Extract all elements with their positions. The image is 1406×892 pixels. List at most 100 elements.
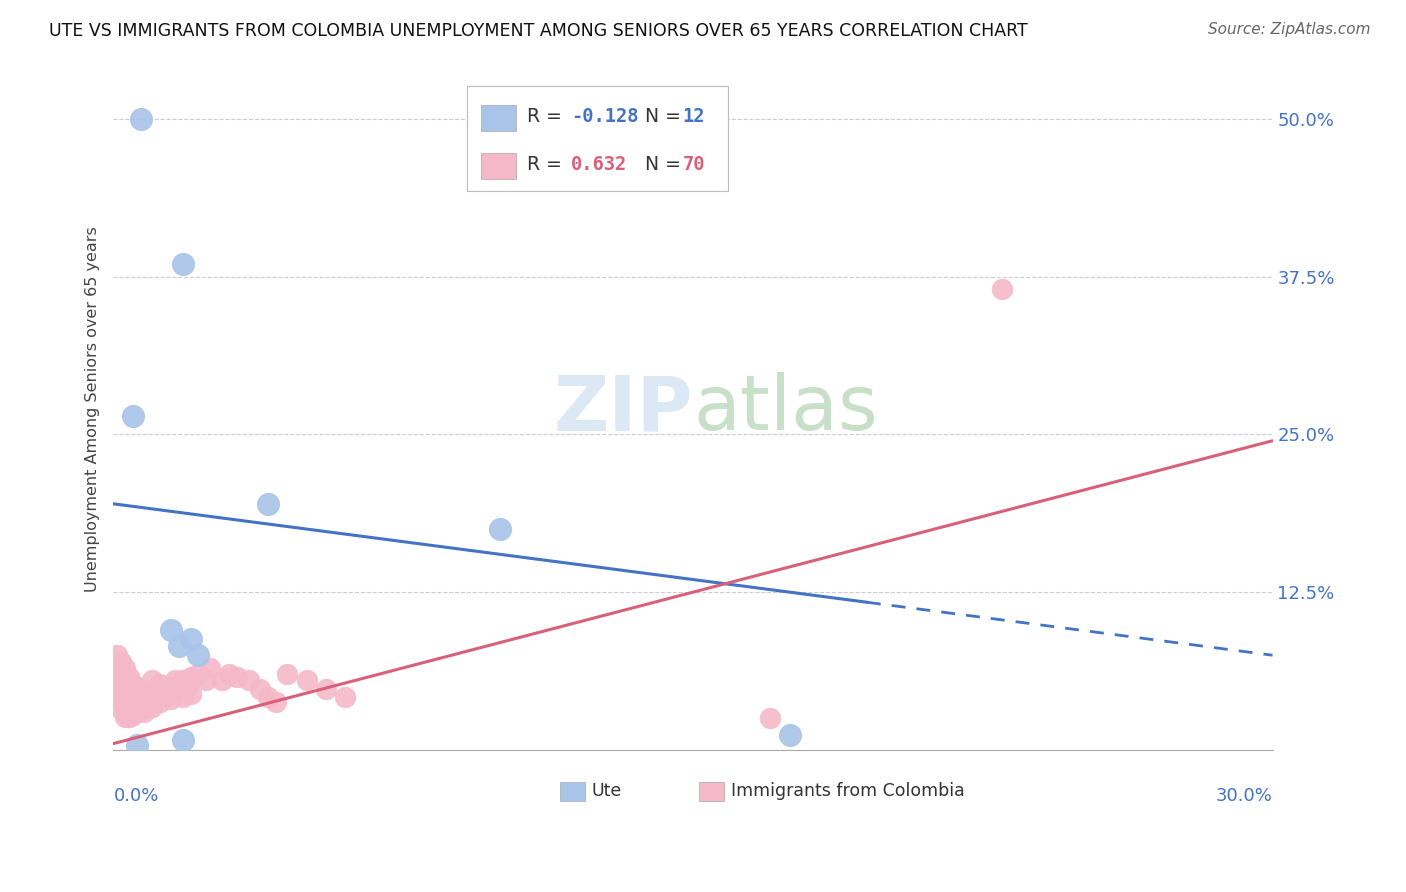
Y-axis label: Unemployment Among Seniors over 65 years: Unemployment Among Seniors over 65 years [86,227,100,592]
Text: 0.0%: 0.0% [114,788,159,805]
Point [249,682,271,697]
Point [195,673,218,688]
Point [315,682,337,697]
Text: 12: 12 [682,107,704,127]
Point [180,632,202,646]
Text: 70: 70 [682,155,704,174]
Point [121,677,143,691]
Point [198,661,221,675]
Point [172,690,194,704]
Point [172,732,194,747]
Point [149,695,172,709]
Text: N =: N = [633,155,686,174]
Point [335,690,357,704]
Point [129,682,152,697]
Point [238,673,260,688]
Point [141,673,163,688]
Text: R =: R = [527,107,568,127]
Point [136,687,159,701]
Point [160,623,183,637]
Bar [699,782,724,801]
Point [105,648,128,663]
Point [114,710,136,724]
Point [121,409,143,423]
Point [121,687,143,701]
Point [110,692,132,706]
Point [257,690,280,704]
Point [110,702,132,716]
Point [110,665,132,679]
Point [129,112,152,126]
Point [118,680,141,694]
Text: atlas: atlas [693,372,877,446]
Point [105,673,128,688]
Point [226,670,249,684]
Point [160,680,183,694]
Point [134,695,156,709]
Point [141,700,163,714]
Text: -0.128: -0.128 [571,107,638,127]
Point [121,707,143,722]
Text: ZIP: ZIP [554,372,693,446]
Point [114,690,136,704]
Point [114,661,136,675]
Point [141,690,163,704]
Point [295,673,318,688]
Point [114,680,136,694]
Point [125,690,148,704]
Point [110,672,132,686]
Bar [560,782,585,801]
Text: UTE VS IMMIGRANTS FROM COLOMBIA UNEMPLOYMENT AMONG SENIORS OVER 65 YEARS CORRELA: UTE VS IMMIGRANTS FROM COLOMBIA UNEMPLOY… [49,22,1028,40]
Point [211,673,233,688]
Point [134,705,156,719]
Point [125,680,148,694]
Bar [481,153,516,179]
Point [176,680,198,694]
Point [180,687,202,701]
Point [257,497,280,511]
Point [759,711,782,725]
Point [489,522,512,536]
Text: Ute: Ute [591,781,621,800]
Point [105,690,128,704]
Point [118,690,141,704]
Point [165,673,187,688]
Point [136,698,159,712]
Point [149,677,172,691]
Point [779,728,801,742]
Text: N =: N = [633,107,686,127]
Point [167,640,190,654]
Point [134,685,156,699]
Point [218,667,240,681]
Point [160,692,183,706]
Point [105,682,128,697]
Point [180,670,202,684]
Point [129,692,152,706]
Text: 0.632: 0.632 [571,155,627,174]
Point [152,682,174,697]
Point [276,667,298,681]
FancyBboxPatch shape [467,86,728,191]
Point [167,682,190,697]
Text: 30.0%: 30.0% [1216,788,1272,805]
Text: R =: R = [527,155,568,174]
Point [118,670,141,684]
Text: Source: ZipAtlas.com: Source: ZipAtlas.com [1208,22,1371,37]
Point [264,695,287,709]
Point [125,738,148,752]
Point [110,682,132,697]
Point [125,700,148,714]
Bar [481,105,516,131]
Point [118,710,141,724]
Point [121,698,143,712]
Text: Immigrants from Colombia: Immigrants from Colombia [731,781,965,800]
Point [187,648,209,663]
Point [118,700,141,714]
Point [105,657,128,671]
Point [114,700,136,714]
Point [114,670,136,684]
Point [172,257,194,271]
Point [156,687,179,701]
Point [105,665,128,679]
Point [110,655,132,669]
